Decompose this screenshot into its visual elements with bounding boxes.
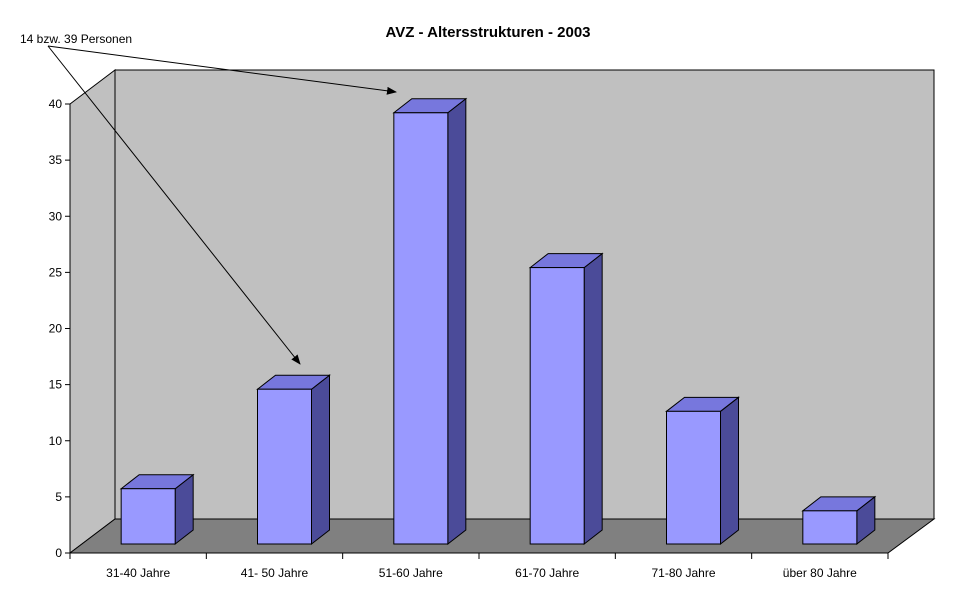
bar-front <box>666 410 721 545</box>
y-tick-label: 15 <box>49 378 63 392</box>
bar <box>256 374 331 546</box>
bars <box>119 97 877 546</box>
bar <box>528 252 604 546</box>
bar-side <box>447 97 467 546</box>
x-tick-label: 41- 50 Jahre <box>241 566 309 580</box>
x-ticks: 31-40 Jahre 41- 50 Jahre 51-60 Jahre 61-70 … <box>69 553 889 580</box>
y-tick-label: 35 <box>49 153 63 167</box>
annotation-arrow-41-50 <box>47 45 301 365</box>
bar-front <box>802 510 858 545</box>
y-tick-label: 0 <box>55 546 62 560</box>
x-tick-label: 71-80 Jahre <box>651 566 715 580</box>
y-tick-label: 40 <box>49 97 63 111</box>
annotation-label: 14 bzw. 39 Personen <box>20 32 132 46</box>
chart-side-wall <box>69 68 116 555</box>
bar-front <box>393 112 449 545</box>
annotation-arrow-51-60 <box>47 45 397 95</box>
bar-side <box>311 374 330 546</box>
y-tick-label: 20 <box>49 322 63 336</box>
bar-side <box>583 252 603 546</box>
y-tick-label: 10 <box>49 434 63 448</box>
bar-front <box>120 488 176 545</box>
x-tick-label: 61-70 Jahre <box>515 566 579 580</box>
chart-title: AVZ - Altersstrukturen - 2003 <box>385 24 590 41</box>
bar <box>392 97 468 546</box>
x-tick-label: 31-40 Jahre <box>106 566 170 580</box>
x-tick-label: 51-60 Jahre <box>379 566 443 580</box>
bar-side <box>720 396 739 546</box>
x-tick-label: über 80 Jahre <box>783 566 857 580</box>
bar-front <box>257 388 312 545</box>
y-tick-label: 5 <box>55 490 62 504</box>
bar <box>665 396 740 546</box>
bar <box>801 495 877 546</box>
y-ticks: 0 5 10 15 20 25 30 35 40 <box>49 97 70 560</box>
y-tick-label: 25 <box>49 265 63 279</box>
chart-back-wall <box>114 69 935 520</box>
bar-front <box>529 267 585 545</box>
y-tick-label: 30 <box>49 209 63 223</box>
bar <box>119 473 195 546</box>
